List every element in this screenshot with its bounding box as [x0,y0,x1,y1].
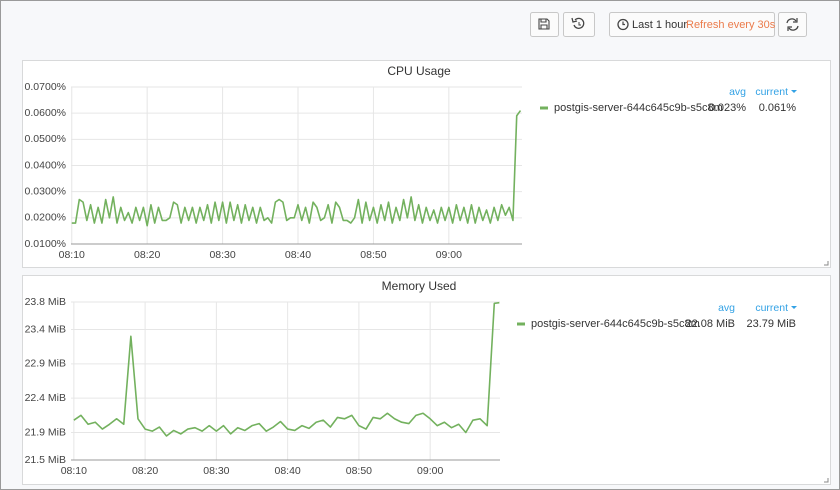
legend-column-header: current [755,302,788,314]
y-tick-label: 0.0200% [25,212,66,224]
panel: Memory Used 21.5 MiB 21.9 MiB 22.4 MiB 22.9 … [22,275,831,485]
save-button[interactable] [530,12,559,37]
legend-stat: 23.79 MiB [746,318,796,330]
x-tick-label: 08:40 [274,465,300,477]
x-tick-label: 08:50 [346,465,372,477]
time-picker[interactable]: Last 1 hour Refresh every 30s [609,12,776,37]
y-tick-label: 0.0700% [25,81,66,93]
resize-handle [824,478,829,483]
legend-series-name: postgis-server-644c645c9b-s5c8m [531,318,700,330]
y-tick-label: 0.0100% [25,238,66,250]
x-tick-label: 09:00 [417,465,443,477]
x-tick-label: 08:40 [285,249,311,261]
x-tick-label: 08:10 [59,249,85,261]
revert-button[interactable] [563,12,595,37]
x-tick-label: 09:00 [436,249,462,261]
refresh-interval: Refresh every 30s [686,19,776,31]
panel-title: Memory Used [382,279,457,293]
y-tick-label: 0.0300% [25,185,66,197]
x-tick-label: 08:20 [132,465,158,477]
y-tick-label: 21.5 MiB [25,454,66,466]
x-tick-label: 08:20 [134,249,160,261]
legend-column-header: avg [729,86,746,98]
y-tick-label: 0.0400% [25,159,66,171]
y-tick-label: 22.9 MiB [25,358,66,370]
series-line [71,110,522,227]
y-tick-label: 22.4 MiB [25,392,66,404]
resize-handle [824,261,829,266]
legend-series-name: postgis-server-644c645c9b-s5c8m [554,102,723,114]
y-tick-label: 23.4 MiB [25,323,66,335]
legend-stat: 0.023% [709,102,747,114]
y-tick-label: 0.0500% [25,133,66,145]
time-range: Last 1 hour [632,19,687,31]
panel-title: CPU Usage [387,64,451,78]
panel: CPU Usage 0.0100% 0.0200% 0.0300% 0.0400% 0.0… [22,60,831,268]
panel-frame [22,275,831,485]
sort-caret [791,90,797,93]
panel-frame [22,60,831,268]
y-tick-label: 21.9 MiB [25,426,66,438]
x-tick-label: 08:30 [209,249,235,261]
legend-stat: 22.08 MiB [685,318,735,330]
legend-stat: 0.061% [759,102,797,114]
legend-column-header: current [755,86,788,98]
x-tick-label: 08:50 [360,249,386,261]
y-tick-label: 23.8 MiB [25,296,66,308]
legend-column-header: avg [718,302,735,314]
x-tick-label: 08:10 [61,465,87,477]
series-line [73,301,500,437]
x-tick-label: 08:30 [203,465,229,477]
refresh-button[interactable] [778,12,807,37]
sort-caret [791,306,797,309]
y-tick-label: 0.0600% [25,107,66,119]
